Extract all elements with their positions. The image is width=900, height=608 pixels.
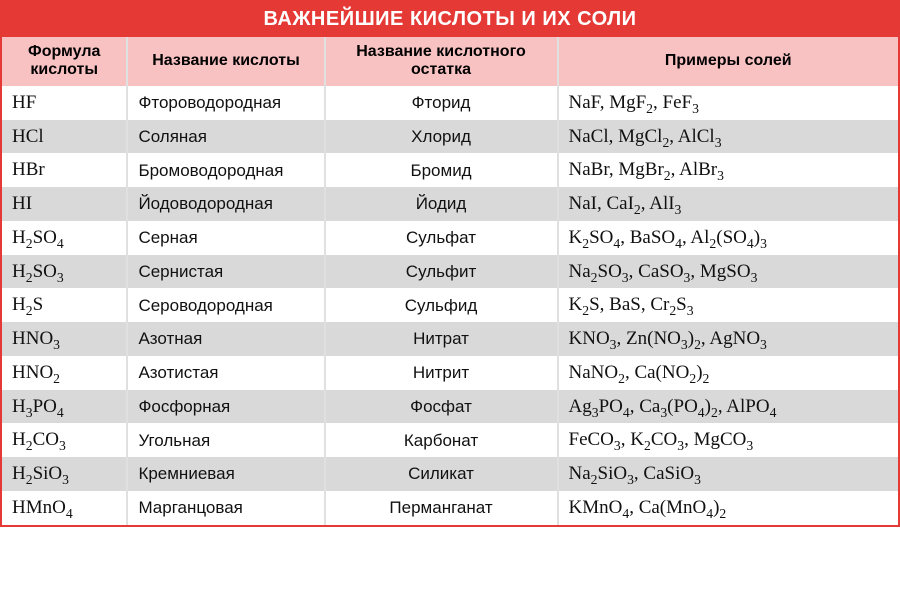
cell-examples: KNO3, Zn(NO3)2, AgNO3: [558, 322, 899, 356]
cell-name: Угольная: [127, 423, 324, 457]
col-header-name: Название кислоты: [127, 37, 324, 86]
cell-formula: HF: [2, 86, 127, 120]
table-row: HFФтороводороднаяФторидNaF, MgF2, FeF3: [2, 86, 898, 120]
table-header-row: Формула кислоты Название кислоты Названи…: [2, 37, 898, 86]
table-row: H2CO3УгольнаяКарбонатFeCO3, K2CO3, MgCO3: [2, 423, 898, 457]
cell-residue: Фосфат: [325, 390, 558, 424]
table-row: HMnO4МарганцоваяПерманганатKMnO4, Ca(MnO…: [2, 491, 898, 525]
acids-table-container: ВАЖНЕЙШИЕ КИСЛОТЫ И ИХ СОЛИ Формула кисл…: [0, 0, 900, 527]
cell-residue: Нитрит: [325, 356, 558, 390]
table-row: H2SiO3КремниеваяСиликатNa2SiO3, CaSiO3: [2, 457, 898, 491]
cell-formula: HNO3: [2, 322, 127, 356]
cell-residue: Нитрат: [325, 322, 558, 356]
cell-examples: Na2SiO3, CaSiO3: [558, 457, 899, 491]
cell-formula: HBr: [2, 153, 127, 187]
cell-formula: H3PO4: [2, 390, 127, 424]
cell-name: Сероводородная: [127, 288, 324, 322]
cell-formula: H2S: [2, 288, 127, 322]
cell-formula: HI: [2, 187, 127, 221]
cell-name: Сернистая: [127, 255, 324, 289]
cell-residue: Сульфит: [325, 255, 558, 289]
cell-formula: H2SO4: [2, 221, 127, 255]
cell-residue: Карбонат: [325, 423, 558, 457]
table-body: HFФтороводороднаяФторидNaF, MgF2, FeF3HC…: [2, 86, 898, 525]
cell-examples: NaI, CaI2, AlI3: [558, 187, 899, 221]
cell-formula: HNO2: [2, 356, 127, 390]
cell-residue: Бромид: [325, 153, 558, 187]
cell-residue: Фторид: [325, 86, 558, 120]
table-row: HIЙодоводороднаяЙодидNaI, CaI2, AlI3: [2, 187, 898, 221]
cell-name: Кремниевая: [127, 457, 324, 491]
table-row: HNO3АзотнаяНитратKNO3, Zn(NO3)2, AgNO3: [2, 322, 898, 356]
cell-formula: HCl: [2, 120, 127, 154]
cell-examples: KMnO4, Ca(MnO4)2: [558, 491, 899, 525]
cell-examples: NaBr, MgBr2, AlBr3: [558, 153, 899, 187]
cell-name: Фтороводородная: [127, 86, 324, 120]
table-row: H2SO4СернаяСульфатK2SO4, BaSO4, Al2(SO4)…: [2, 221, 898, 255]
table-row: H3PO4ФосфорнаяФосфатAg3PO4, Ca3(PO4)2, A…: [2, 390, 898, 424]
cell-examples: Ag3PO4, Ca3(PO4)2, AlPO4: [558, 390, 899, 424]
table-row: HClСолянаяХлоридNaCl, MgCl2, AlCl3: [2, 120, 898, 154]
table-row: H2SO3СернистаяСульфитNa2SO3, CaSO3, MgSO…: [2, 255, 898, 289]
cell-name: Азотистая: [127, 356, 324, 390]
cell-examples: NaNO2, Ca(NO2)2: [558, 356, 899, 390]
table-row: H2SСероводороднаяСульфидK2S, BaS, Cr2S3: [2, 288, 898, 322]
cell-formula: H2CO3: [2, 423, 127, 457]
cell-residue: Йодид: [325, 187, 558, 221]
cell-examples: K2S, BaS, Cr2S3: [558, 288, 899, 322]
cell-formula: HMnO4: [2, 491, 127, 525]
cell-residue: Сульфат: [325, 221, 558, 255]
cell-name: Соляная: [127, 120, 324, 154]
cell-residue: Сульфид: [325, 288, 558, 322]
cell-name: Марганцовая: [127, 491, 324, 525]
cell-residue: Силикат: [325, 457, 558, 491]
cell-name: Серная: [127, 221, 324, 255]
cell-formula: H2SiO3: [2, 457, 127, 491]
cell-name: Азотная: [127, 322, 324, 356]
cell-examples: NaF, MgF2, FeF3: [558, 86, 899, 120]
cell-name: Фосфорная: [127, 390, 324, 424]
col-header-residue: Название кислотного остатка: [325, 37, 558, 86]
cell-formula: H2SO3: [2, 255, 127, 289]
cell-name: Йодоводородная: [127, 187, 324, 221]
cell-examples: Na2SO3, CaSO3, MgSO3: [558, 255, 899, 289]
table-title: ВАЖНЕЙШИЕ КИСЛОТЫ И ИХ СОЛИ: [2, 2, 898, 37]
cell-name: Бромоводородная: [127, 153, 324, 187]
col-header-examples: Примеры солей: [558, 37, 899, 86]
cell-examples: FeCO3, K2CO3, MgCO3: [558, 423, 899, 457]
acids-table: Формула кислоты Название кислоты Названи…: [2, 37, 898, 525]
cell-residue: Перманганат: [325, 491, 558, 525]
cell-examples: NaCl, MgCl2, AlCl3: [558, 120, 899, 154]
cell-residue: Хлорид: [325, 120, 558, 154]
cell-examples: K2SO4, BaSO4, Al2(SO4)3: [558, 221, 899, 255]
col-header-formula: Формула кислоты: [2, 37, 127, 86]
table-row: HBrБромоводороднаяБромидNaBr, MgBr2, AlB…: [2, 153, 898, 187]
table-row: HNO2АзотистаяНитритNaNO2, Ca(NO2)2: [2, 356, 898, 390]
